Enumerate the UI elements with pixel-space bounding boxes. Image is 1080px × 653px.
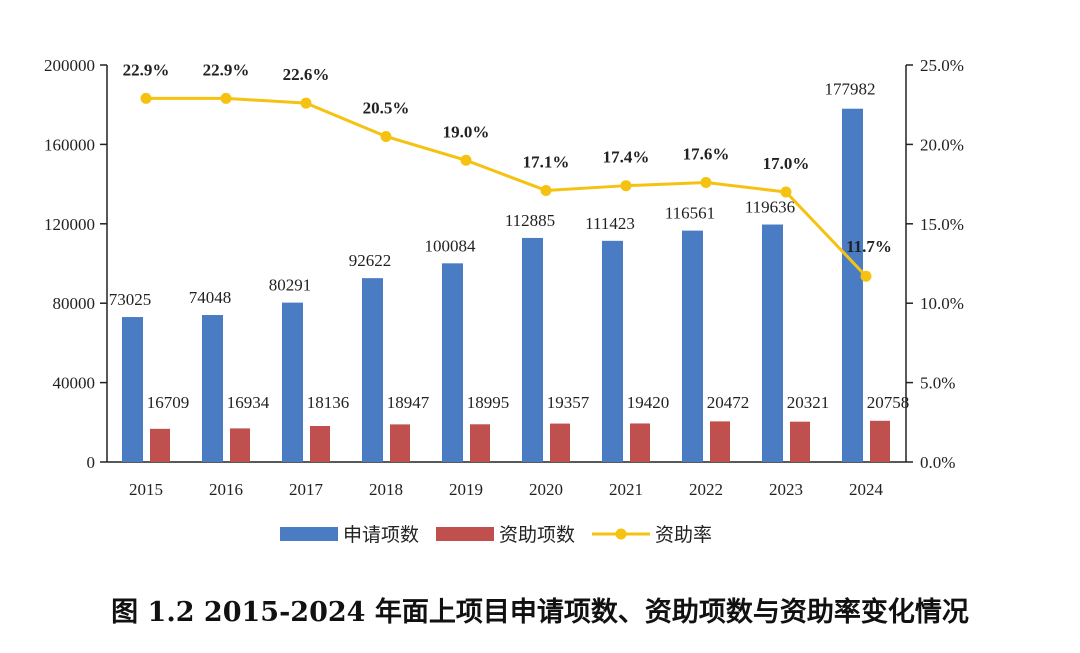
bar-label-applications: 92622 [349, 251, 392, 270]
bar-label-applications: 74048 [189, 288, 232, 307]
rate-point [220, 92, 232, 104]
left-tick-label: 0 [87, 453, 96, 472]
rate-point [380, 130, 392, 142]
bar-applications [202, 315, 223, 462]
right-tick-label: 20.0% [920, 135, 964, 154]
right-tick-label: 10.0% [920, 294, 964, 313]
x-tick-label: 2020 [529, 480, 563, 499]
right-tick-label: 15.0% [920, 215, 964, 234]
rate-point [300, 97, 312, 109]
rate-point [460, 154, 472, 166]
bar-funded [630, 423, 650, 462]
bar-label-applications: 73025 [109, 290, 152, 309]
legend-swatch-funded [436, 527, 494, 541]
bar-funded [550, 423, 570, 462]
bar-label-funded: 19420 [627, 393, 670, 412]
rate-point [780, 186, 792, 198]
right-tick-label: 25.0% [920, 56, 964, 75]
x-tick-label: 2022 [689, 480, 723, 499]
x-tick-label: 2015 [129, 480, 163, 499]
rate-label: 17.1% [523, 152, 570, 171]
bar-label-funded: 20321 [787, 393, 830, 412]
bar-label-applications: 80291 [269, 276, 312, 295]
x-tick-label: 2016 [209, 480, 243, 499]
bar-applications [442, 263, 463, 462]
legend-marker-rate [615, 528, 627, 540]
bar-applications [522, 237, 543, 462]
figure-caption: 图 1.2 2015-2024 年面上项目申请项数、资助项数与资助率变化情况 [111, 597, 969, 628]
rate-label: 22.9% [203, 60, 250, 79]
bar-label-funded: 20758 [867, 393, 910, 412]
right-tick-label: 5.0% [920, 374, 955, 393]
right-tick-label: 0.0% [920, 453, 955, 472]
rate-line [146, 96, 868, 278]
bar-label-applications: 116561 [665, 204, 715, 223]
bar-funded [230, 428, 250, 462]
left-tick-label: 160000 [44, 135, 95, 154]
left-tick-label: 200000 [44, 56, 95, 75]
bar-label-funded: 16709 [147, 393, 190, 412]
rate-label: 20.5% [363, 98, 410, 117]
x-tick-label: 2018 [369, 480, 403, 499]
chart: 0 40000 80000 120000 160000 200000 0.0% 5.0% 10.… [44, 56, 964, 546]
bar-label-funded: 18995 [467, 393, 510, 412]
bar-applications [682, 230, 703, 462]
bar-label-applications: 100084 [425, 236, 477, 255]
bar-funded [710, 421, 730, 462]
rate-label: 22.9% [123, 60, 170, 79]
rate-label: 17.4% [603, 148, 650, 167]
bar-funded [870, 420, 890, 462]
bar-applications [122, 317, 143, 462]
legend-label-funded: 资助项数 [499, 524, 575, 546]
x-tick-label: 2024 [849, 480, 884, 499]
bar-label-applications: 112885 [505, 211, 555, 230]
bar-label-funded: 18947 [387, 393, 430, 412]
rate-point [860, 270, 872, 282]
legend-label-rate: 资助率 [655, 524, 712, 546]
bar-funded [310, 426, 330, 462]
bar-label-funded: 16934 [227, 393, 270, 412]
x-tick-label: 2019 [449, 480, 483, 499]
bar-funded [390, 424, 410, 462]
left-tick-label: 120000 [44, 215, 95, 234]
bar-label-funded: 20472 [707, 393, 750, 412]
left-tick-label: 80000 [53, 294, 96, 313]
rate-point [620, 180, 632, 192]
bar-label-applications: 177982 [825, 80, 876, 99]
rate-label: 17.0% [763, 154, 810, 173]
rate-label: 11.7% [846, 237, 892, 256]
left-tick-label: 40000 [53, 374, 96, 393]
legend-swatch-applications [280, 527, 338, 541]
bar-label-applications: 111423 [585, 214, 635, 233]
rate-label: 19.0% [443, 122, 490, 141]
bar-label-funded: 19357 [547, 393, 590, 412]
bar-label-funded: 18136 [307, 393, 350, 412]
rate-point [140, 92, 152, 104]
bar-funded [790, 421, 810, 462]
x-tick-label: 2023 [769, 480, 803, 499]
rate-label: 17.6% [683, 145, 730, 164]
bar-applications [762, 224, 783, 462]
rate-point [540, 184, 552, 196]
x-tick-label: 2021 [609, 480, 643, 499]
rate-point [700, 177, 712, 189]
bar-label-applications: 119636 [745, 198, 795, 217]
bar-applications [282, 302, 303, 462]
bar-applications [842, 108, 863, 463]
bar-funded [150, 428, 170, 462]
x-tick-label: 2017 [289, 480, 324, 499]
bar-applications [362, 278, 383, 462]
legend-label-applications: 申请项数 [343, 524, 419, 546]
rate-label: 22.6% [283, 65, 330, 84]
bar-applications [602, 240, 623, 462]
bar-funded [470, 424, 490, 462]
